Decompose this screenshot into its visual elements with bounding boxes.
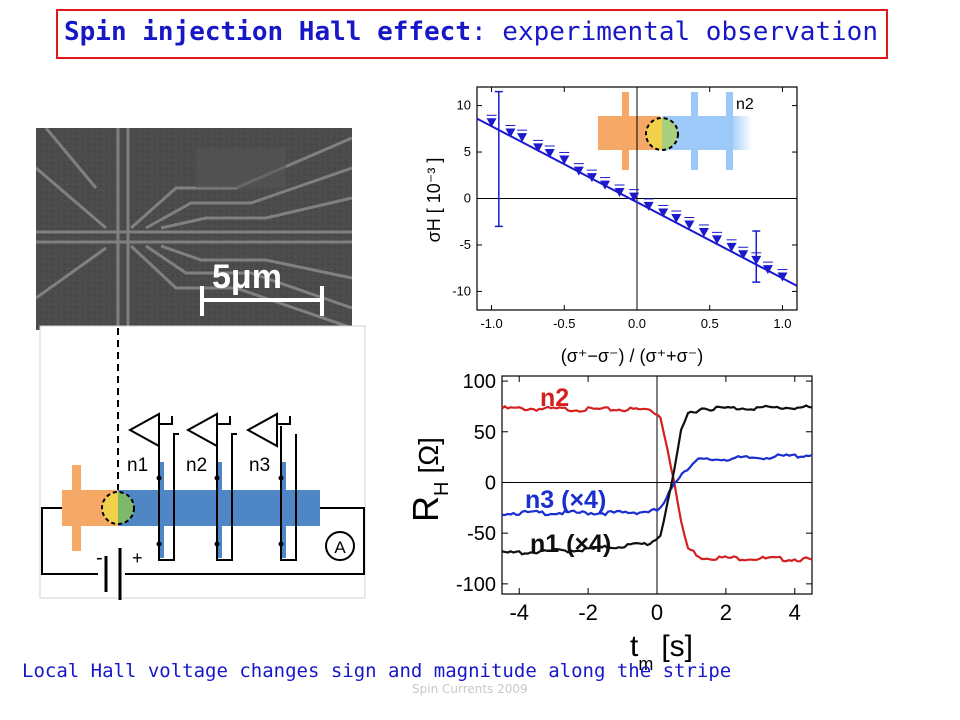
y-tick-label: -50 [467, 523, 496, 545]
data-point [600, 180, 610, 190]
x-tick-label: -4 [509, 600, 529, 625]
x-axis-unit: [s] [661, 630, 693, 663]
data-point [517, 133, 528, 143]
inset-device: n2 [598, 92, 754, 170]
y-tick-label: 5 [464, 144, 471, 159]
title-bold: Spin injection Hall effect [64, 17, 471, 47]
x-axis-subscript: m [638, 654, 653, 670]
data-point [762, 265, 773, 275]
inset-label-n2: n2 [736, 96, 754, 113]
y-axis-label: σH [ 10⁻³ ] [424, 158, 444, 243]
y-axis-label: RH [Ω] [405, 437, 453, 522]
y-axis-unit: [Ω] [413, 437, 444, 474]
data-point [777, 272, 788, 282]
sem-micrograph [36, 128, 352, 330]
x-tick-label: -0.5 [553, 316, 575, 331]
data-point [486, 118, 497, 128]
x-axis-label: tm [s] [630, 630, 693, 670]
laser-spot [101, 491, 135, 525]
data-point [643, 201, 654, 211]
battery-minus: - [96, 547, 103, 569]
data-point [751, 255, 762, 265]
series-label-n1: n1 (×4) [530, 530, 611, 558]
y-tick-label: 0 [464, 191, 471, 206]
hall-resistance-chart: -4 -2 0 2 4 100 50 0 -50 -100 n2 n3 (×4) n1 (×4) RH [… [405, 371, 813, 670]
y-tick-label: 10 [457, 98, 471, 113]
x-tick-label: 0 [651, 600, 663, 625]
data-point [505, 128, 516, 138]
y-tick-label: 0 [485, 472, 496, 494]
data-point [684, 220, 695, 230]
x-axis-label: (σ⁺−σ⁻) / (σ⁺+σ⁻) [561, 346, 703, 366]
data-point [712, 235, 722, 245]
y-tick-label: -10 [452, 283, 471, 298]
x-tick-label: -1.0 [480, 316, 502, 331]
x-tick-label: 1.0 [773, 316, 791, 331]
data-point [533, 143, 544, 153]
x-tick-label: -2 [578, 600, 598, 625]
x-axis-symbol: t [630, 630, 639, 663]
x-tick-label: 0.5 [701, 316, 719, 331]
series-n1-line [501, 404, 813, 556]
x-tick-label: 2 [720, 600, 732, 625]
y-axis-symbol: R [405, 496, 446, 522]
series-label-n2: n2 [540, 384, 569, 412]
data-point [658, 208, 669, 218]
probe-label-n2: n2 [186, 455, 207, 476]
ammeter-label: A [334, 538, 346, 557]
probe-label-n3: n3 [249, 455, 270, 476]
data-point [586, 173, 597, 183]
title-box [56, 9, 888, 59]
y-tick-label: -100 [456, 574, 496, 596]
footer-text: Spin Currents 2009 [412, 682, 528, 696]
x-tick-label: 0.0 [628, 316, 646, 331]
hall-angle-chart: n2 -1.0 -0.5 0.0 0.5 1.0 10 5 0 -5 -10 (σ⁺−σ⁻) / … [424, 86, 798, 366]
data-point [559, 155, 570, 165]
device-schematic: - + A n1 n2 n3 [39, 325, 366, 600]
y-tick-label: 100 [463, 371, 496, 393]
slide-title: Spin injection Hall effect: experimental… [64, 17, 878, 47]
x-tick-label: 4 [789, 600, 801, 625]
title-rest: : experimental observation [471, 17, 878, 47]
channel-bar [118, 490, 320, 526]
data-point [573, 166, 584, 176]
ammeter-icon [325, 531, 355, 561]
series-label-n3: n3 (×4) [525, 486, 606, 514]
series-n3-line [501, 453, 813, 517]
y-axis-subscript: H [431, 482, 453, 496]
data-point [614, 187, 625, 197]
data-point [698, 227, 709, 237]
series-n2-line [501, 405, 813, 563]
battery-plus: + [132, 548, 143, 568]
data-point [544, 148, 555, 158]
y-tick-label: 50 [474, 422, 496, 444]
data-point [629, 192, 640, 202]
scale-bar-label: 5μm [212, 258, 282, 296]
sem-image [36, 128, 352, 330]
y-tick-label: -5 [459, 237, 471, 252]
probe-label-n1: n1 [127, 455, 148, 476]
caption: Local Hall voltage changes sign and magn… [22, 660, 732, 682]
data-point [738, 250, 749, 260]
data-point [726, 242, 737, 252]
data-point [671, 214, 682, 224]
schematic-frame [39, 325, 366, 599]
